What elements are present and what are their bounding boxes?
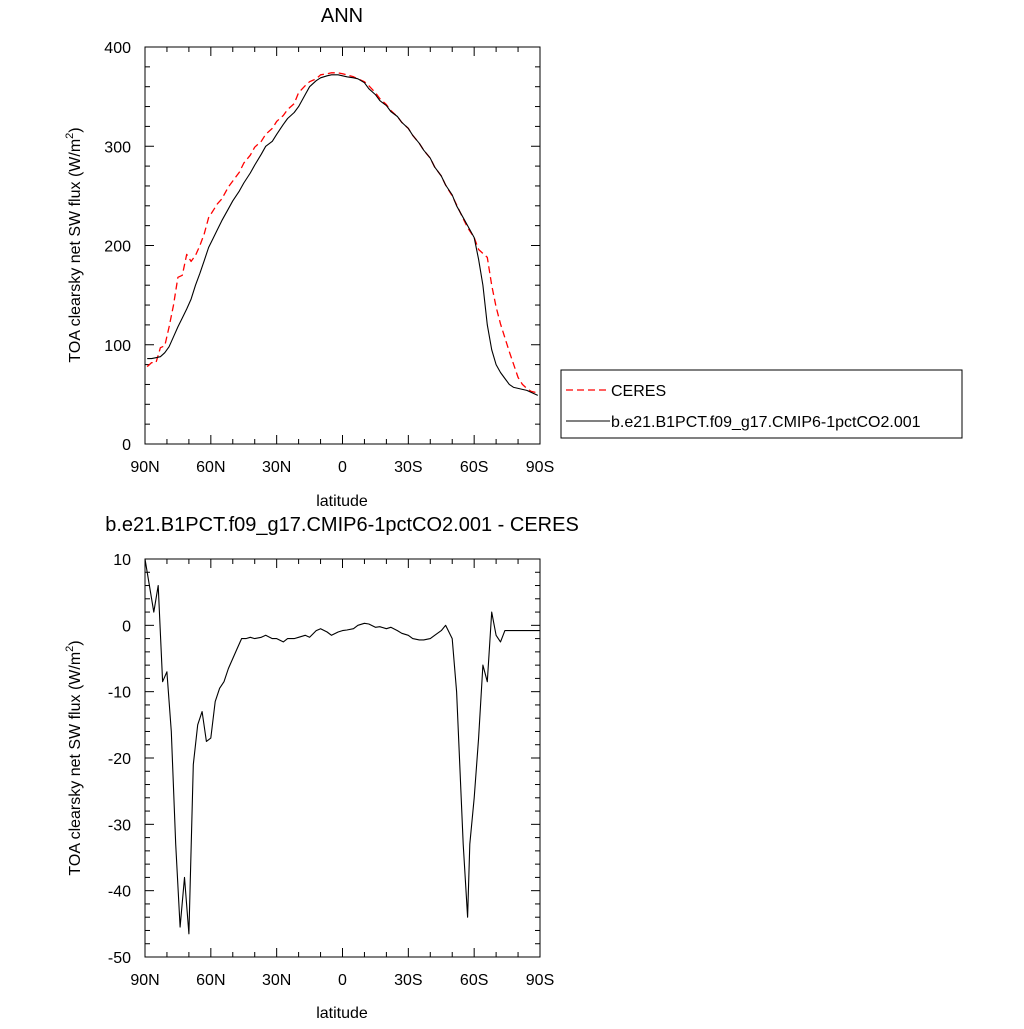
series-line-model <box>147 74 539 396</box>
series-layer <box>144 558 540 935</box>
x-tick-label: 60N <box>196 459 225 476</box>
legend-label-model: b.e21.B1PCT.f09_g17.CMIP6-1pctCO2.001 <box>611 414 921 431</box>
x-tick-label: 90N <box>130 972 159 989</box>
chart-title: b.e21.B1PCT.f09_g17.CMIP6-1pctCO2.001 - … <box>105 514 579 536</box>
y-tick-label: -50 <box>108 950 131 967</box>
y-axis-label-close: ) <box>67 640 84 645</box>
y-axis-label-main: TOA clearsky net SW flux (W/m <box>67 652 84 876</box>
y-axis-label-close: ) <box>67 127 84 132</box>
series-line-model <box>144 558 540 935</box>
y-tick-label: 100 <box>104 338 131 355</box>
x-tick-label: 90S <box>526 972 554 989</box>
x-tick-label: 90S <box>526 459 554 476</box>
panel-bottom-chart: b.e21.B1PCT.f09_g17.CMIP6-1pctCO2.001 - … <box>64 514 579 1022</box>
x-tick-label: 60N <box>196 972 225 989</box>
x-axis-label: latitude <box>316 1005 368 1022</box>
x-axis-label: latitude <box>316 493 368 510</box>
legend: CERES b.e21.B1PCT.f09_g17.CMIP6-1pctCO2.… <box>560 369 963 439</box>
x-tick-label: 0 <box>338 972 347 989</box>
y-axis-label-sup: 2 <box>64 646 76 652</box>
y-tick-label: -40 <box>108 884 131 901</box>
y-axis-label-main: TOA clearsky net SW flux (W/m <box>67 139 84 363</box>
y-axis-label: TOA clearsky net SW flux (W/m2) <box>64 127 84 362</box>
x-tick-label: 60S <box>460 972 488 989</box>
axis-ticks: 90N 60N 30N 0 30S 60S 90S 0 100 200 300 400 <box>104 40 554 476</box>
y-tick-label: -20 <box>108 751 131 768</box>
series-layer <box>146 72 539 396</box>
axis-ticks: 90N 60N 30N 0 30S 60S 90S -50 -40 -30 -20 -10 0 10 <box>108 552 554 989</box>
legend-box <box>560 369 963 439</box>
x-tick-label: 0 <box>338 459 347 476</box>
y-tick-label: 0 <box>122 437 131 454</box>
y-tick-label: 300 <box>104 139 131 156</box>
y-tick-label: 200 <box>104 239 131 256</box>
chart-title: ANN <box>321 5 363 27</box>
x-tick-label: 60S <box>460 459 488 476</box>
x-tick-label: 30N <box>262 459 291 476</box>
plot-frame <box>144 46 541 445</box>
y-tick-label: 0 <box>122 618 131 635</box>
legend-label-ceres: CERES <box>611 383 666 400</box>
y-axis-label-sup: 2 <box>64 133 76 139</box>
y-axis-label: TOA clearsky net SW flux (W/m2) <box>64 640 84 875</box>
x-tick-label: 90N <box>130 459 159 476</box>
y-tick-label: 10 <box>113 552 131 569</box>
y-tick-label: -30 <box>108 817 131 834</box>
x-tick-label: 30N <box>262 972 291 989</box>
plot-frame <box>144 558 541 958</box>
y-tick-label: 400 <box>104 40 131 57</box>
series-line-ceres <box>146 72 539 396</box>
panel-top-chart: ANN 90N 60N 30N 0 30S 60S 90S 0 100 200 300 400 lat… <box>64 5 963 510</box>
y-tick-label: -10 <box>108 685 131 702</box>
x-tick-label: 30S <box>394 459 422 476</box>
x-tick-label: 30S <box>394 972 422 989</box>
